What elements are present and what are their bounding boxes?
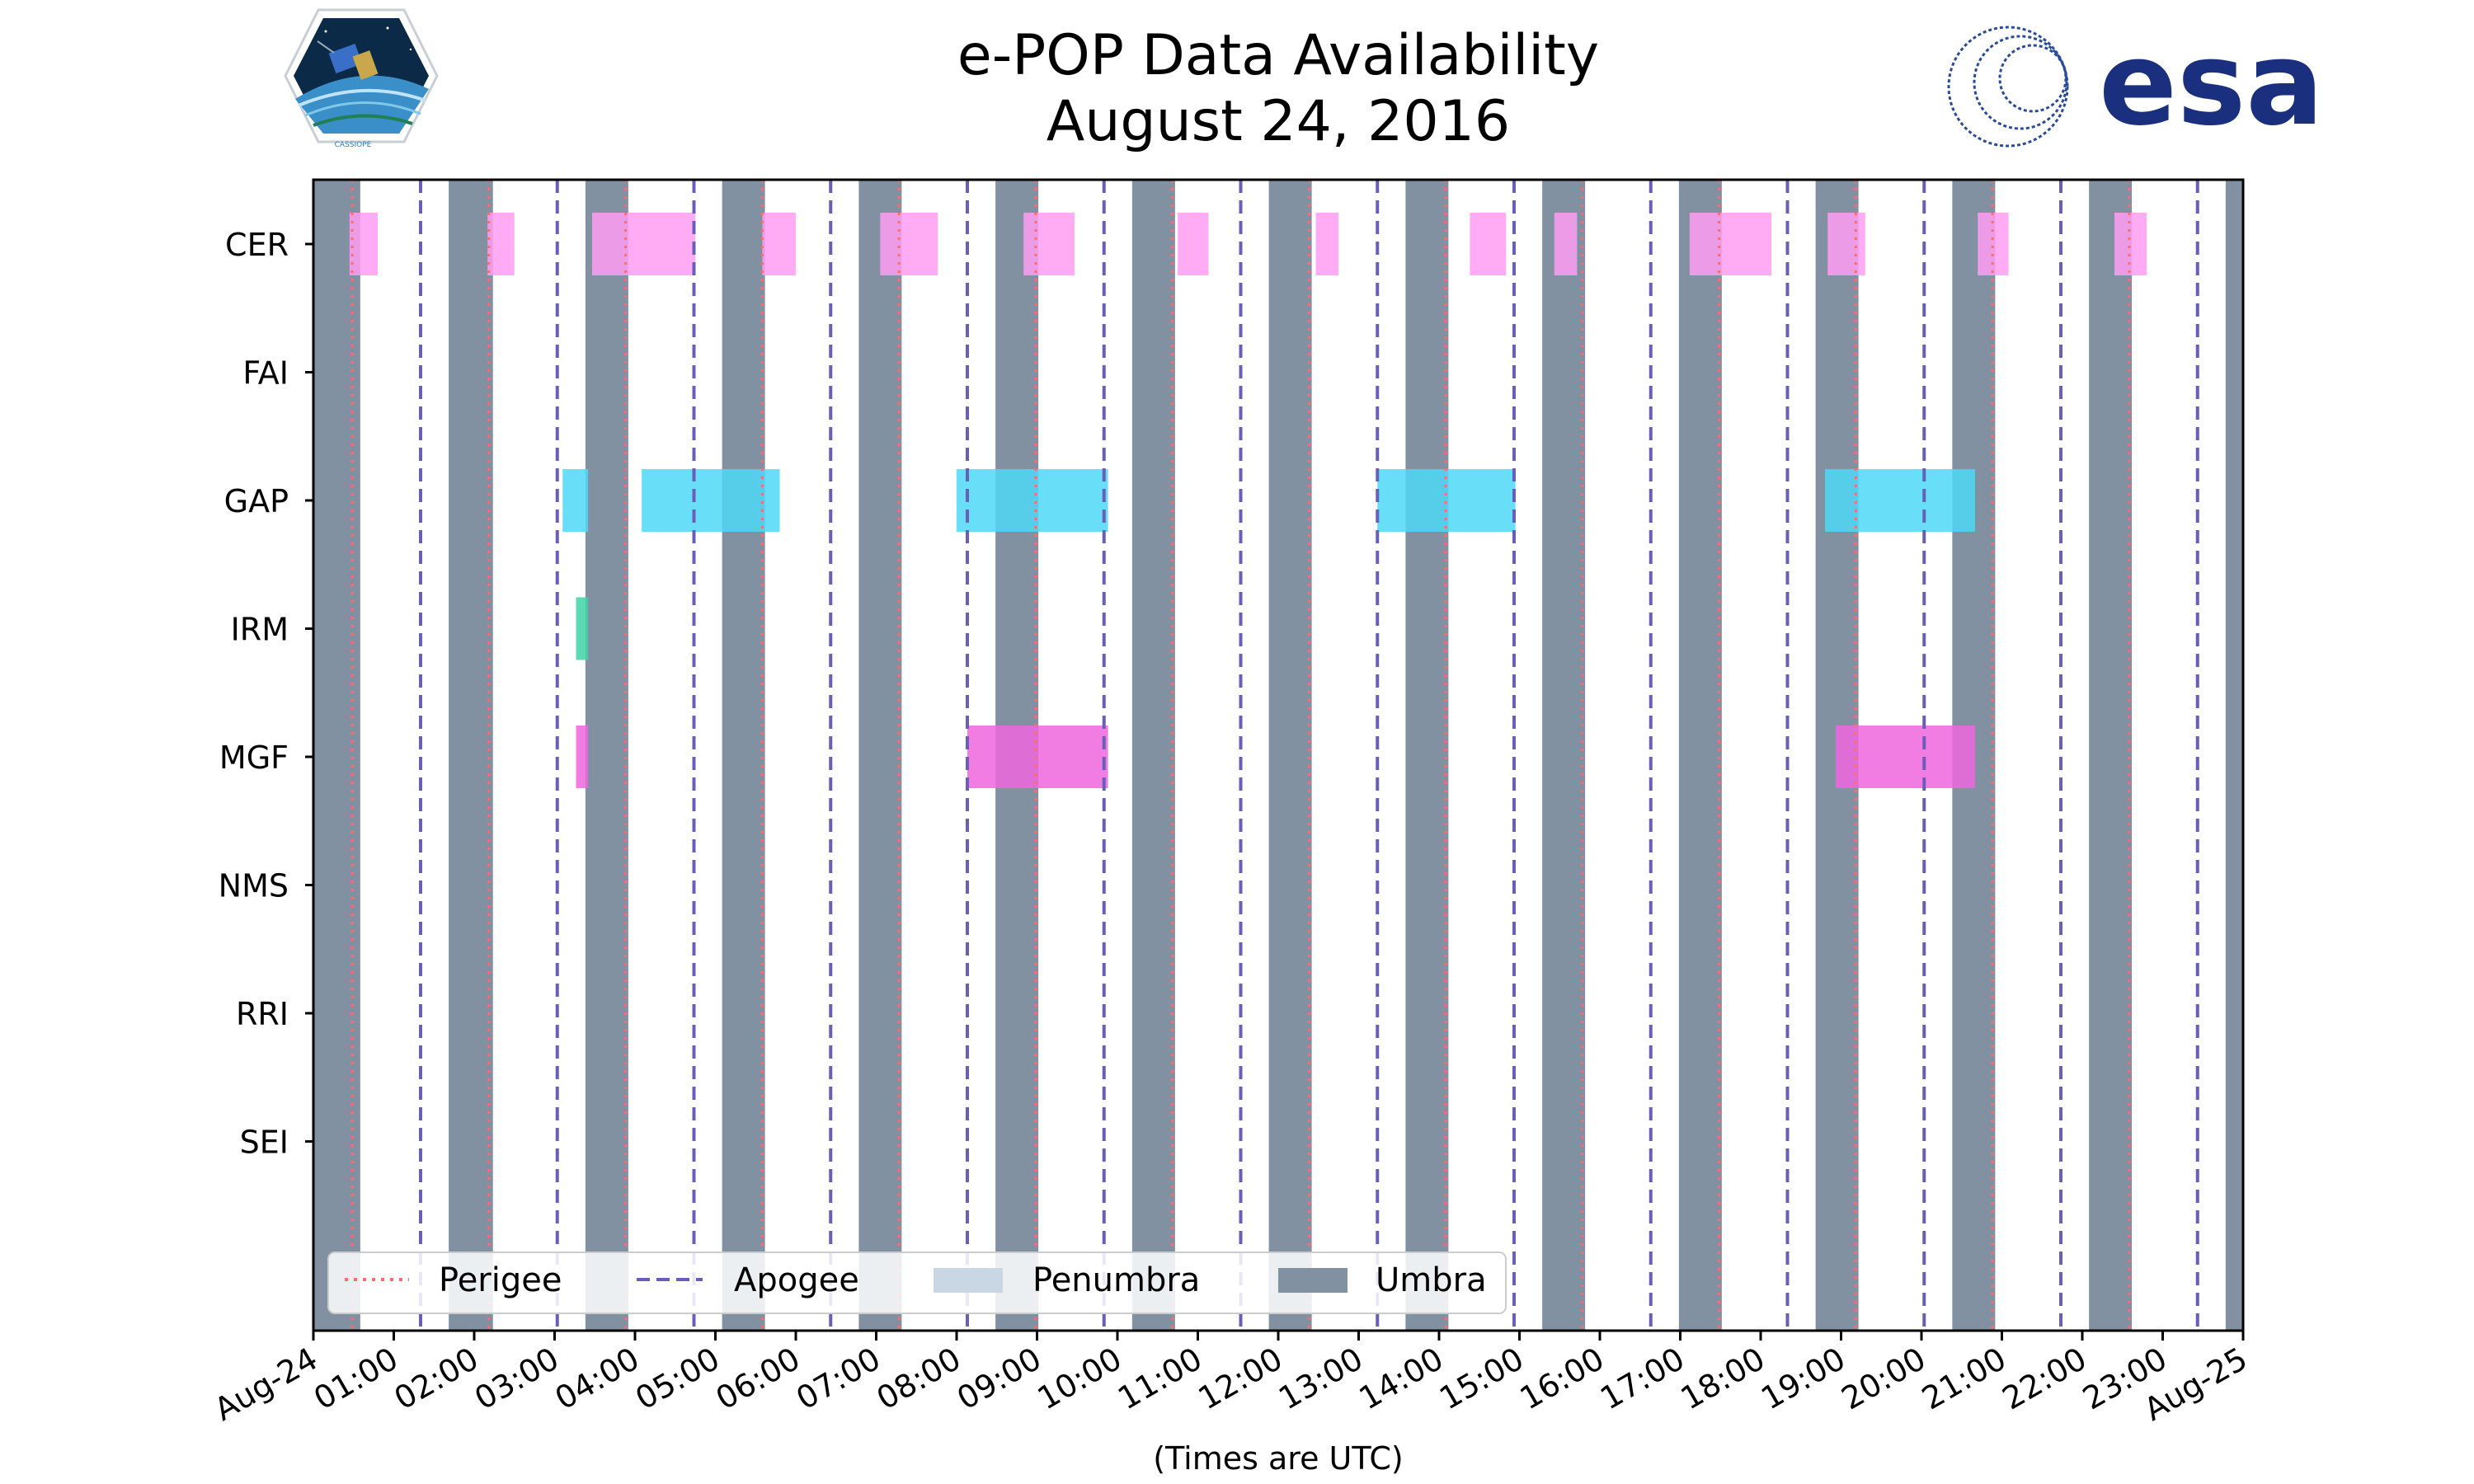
- cer-availability-bar-0: [349, 213, 378, 275]
- x-tick-label-15: 15:00: [1433, 1341, 1530, 1417]
- legend: Perigee Apogee Penumbra Umbra: [327, 1252, 1507, 1314]
- mgf-availability-bar-0: [576, 726, 589, 788]
- cer-availability-bar-9: [1554, 213, 1578, 275]
- cer-availability-bar-13: [2114, 213, 2147, 275]
- x-tick-label-22: 22:00: [1997, 1341, 2093, 1417]
- legend-box: [327, 1252, 1507, 1314]
- cassiope-logo: CASSIOPE: [284, 8, 439, 149]
- x-tick-label-8: 08:00: [871, 1341, 967, 1417]
- cer-availability-bar-6: [1178, 213, 1209, 275]
- x-axis-label: (Times are UTC): [1153, 1440, 1403, 1477]
- x-tick-label-4: 04:00: [549, 1341, 646, 1417]
- gap-availability-bar-0: [562, 469, 589, 532]
- cer-availability-bar-4: [880, 213, 938, 275]
- cassiope-logo-text: CASSIOPE: [335, 141, 372, 149]
- mgf-availability-bar-1: [967, 726, 1108, 788]
- umbra-band-6: [1131, 180, 1175, 1331]
- x-tick-label-20: 20:00: [1836, 1341, 1932, 1417]
- x-tick-label-14: 14:00: [1353, 1341, 1450, 1417]
- umbra-bands: [313, 180, 2243, 1331]
- umbra-band-7: [1268, 180, 1312, 1331]
- cer-availability-bar-10: [1689, 213, 1771, 275]
- legend-penumbra-label: Penumbra: [1032, 1261, 1200, 1299]
- x-tick-label-7: 07:00: [790, 1341, 887, 1417]
- umbra-band-0: [313, 180, 360, 1331]
- esa-logo-text: esa: [2099, 17, 2324, 152]
- x-tick-label-19: 19:00: [1755, 1341, 1851, 1417]
- y-tick-label-sei: SEI: [240, 1125, 289, 1161]
- umbra-band-1: [449, 180, 493, 1331]
- gap-availability-bar-2: [957, 469, 1108, 532]
- cer-availability-bar-7: [1315, 213, 1339, 275]
- chart-title-line2: August 24, 2016: [1047, 89, 1510, 154]
- cer-availability-bar-1: [487, 213, 515, 275]
- umbra-band-4: [858, 180, 902, 1331]
- legend-penumbra-swatch: [934, 1268, 1003, 1293]
- esa-logo: esa: [1947, 17, 2324, 152]
- x-axis: Aug-2401:0002:0003:0004:0005:0006:0007:0…: [208, 1331, 2254, 1428]
- x-tick-label-6: 06:00: [710, 1341, 807, 1417]
- umbra-band-13: [2089, 180, 2133, 1331]
- x-tick-label-5: 05:00: [629, 1341, 726, 1417]
- mgf-availability-bar-2: [1836, 726, 1975, 788]
- x-tick-label-17: 17:00: [1594, 1341, 1691, 1417]
- y-tick-label-gap: GAP: [224, 483, 289, 519]
- umbra-band-10: [1678, 180, 1722, 1331]
- x-tick-label-21: 21:00: [1916, 1341, 2012, 1417]
- umbra-band-3: [722, 180, 765, 1331]
- x-tick-label-1: 01:00: [308, 1341, 404, 1417]
- x-tick-label-0: Aug-24: [208, 1341, 323, 1428]
- y-tick-label-rri: RRI: [236, 996, 289, 1032]
- x-tick-label-10: 10:00: [1032, 1341, 1128, 1417]
- legend-umbra-swatch: [1278, 1268, 1348, 1293]
- cer-availability-bar-11: [1827, 213, 1865, 275]
- umbra-band-8: [1405, 180, 1449, 1331]
- y-tick-label-fai: FAI: [242, 355, 289, 392]
- y-axis: CER FAI GAP IRM MGF NMS RRI SEI: [219, 227, 313, 1161]
- x-tick-label-9: 09:00: [951, 1341, 1047, 1417]
- gap-availability-bar-3: [1377, 469, 1516, 532]
- umbra-band-9: [1542, 180, 1586, 1331]
- cer-availability-bar-8: [1470, 213, 1507, 275]
- chart-title-line1: e-POP Data Availability: [957, 23, 1599, 88]
- availability-bars: [349, 213, 2147, 788]
- irm-availability-bar-0: [576, 597, 589, 660]
- x-tick-label-11: 11:00: [1112, 1341, 1208, 1417]
- x-tick-label-2: 02:00: [388, 1341, 485, 1417]
- y-tick-label-nms: NMS: [219, 868, 289, 904]
- gap-availability-bar-4: [1825, 469, 1975, 532]
- x-tick-label-3: 03:00: [468, 1341, 565, 1417]
- cer-availability-bar-5: [1023, 213, 1075, 275]
- legend-umbra-label: Umbra: [1376, 1261, 1487, 1299]
- y-tick-label-irm: IRM: [231, 612, 289, 648]
- umbra-band-2: [585, 180, 628, 1331]
- x-tick-label-12: 12:00: [1192, 1341, 1289, 1417]
- legend-perigee-label: Perigee: [439, 1261, 562, 1299]
- y-tick-label-mgf: MGF: [219, 740, 289, 776]
- x-tick-label-18: 18:00: [1675, 1341, 1771, 1417]
- cer-availability-bar-2: [592, 213, 696, 275]
- gap-availability-bar-1: [642, 469, 780, 532]
- x-tick-label-13: 13:00: [1272, 1341, 1369, 1417]
- orbit-marker-lines: [350, 180, 2199, 1331]
- umbra-band-14: [2225, 180, 2243, 1331]
- cer-availability-bar-3: [762, 213, 796, 275]
- legend-apogee-label: Apogee: [734, 1261, 859, 1299]
- x-tick-label-16: 16:00: [1514, 1341, 1611, 1417]
- y-tick-label-cer: CER: [225, 227, 289, 263]
